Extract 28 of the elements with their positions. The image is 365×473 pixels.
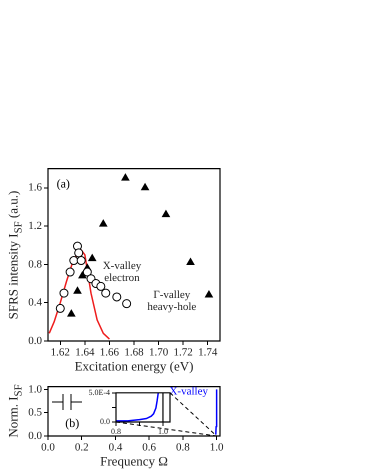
x-tick-label: 1.0 <box>210 441 224 454</box>
y-tick-label: 1.6 <box>28 182 42 194</box>
x-tick-label: 0.6 <box>142 441 157 454</box>
series-label: X-valley <box>169 385 208 398</box>
x-tick-label: 0.2 <box>74 441 89 454</box>
x-tick-label: 1.72 <box>174 346 193 358</box>
x-tick-label: 1.68 <box>124 346 144 358</box>
y-tick-label: 0.4 <box>28 296 42 309</box>
series-label: Γ-valley heavy-hole <box>147 289 196 314</box>
x-tick-label: 1.64 <box>75 346 95 358</box>
series-label: X-valley electron <box>102 260 142 284</box>
x-tick-label: 0.4 <box>108 441 123 454</box>
annotation: (b) <box>65 416 80 430</box>
x-axis-title: Excitation energy (eV) <box>74 358 194 374</box>
x-tick-label: 1.66 <box>100 346 120 358</box>
x-tick-label: 1.62 <box>50 346 70 358</box>
annotation: (a) <box>56 176 70 190</box>
x-axis-title: Frequency Ω <box>100 454 168 469</box>
x-tick-label: 0.0 <box>41 441 56 454</box>
y-tick-label: 0.8 <box>28 258 42 270</box>
y-tick-label: 5.0E-4 <box>88 388 110 397</box>
y-tick-label: 0.5 <box>28 406 42 419</box>
x-tick-label: 1.74 <box>198 346 218 358</box>
x-tick-label: 0.8 <box>176 441 190 454</box>
y-tick-label: 0.0 <box>28 334 42 347</box>
y-tick-label: 1.0 <box>28 383 42 396</box>
y-tick-label: 1.2 <box>28 220 42 232</box>
x-tick-label: 1.70 <box>148 346 169 358</box>
